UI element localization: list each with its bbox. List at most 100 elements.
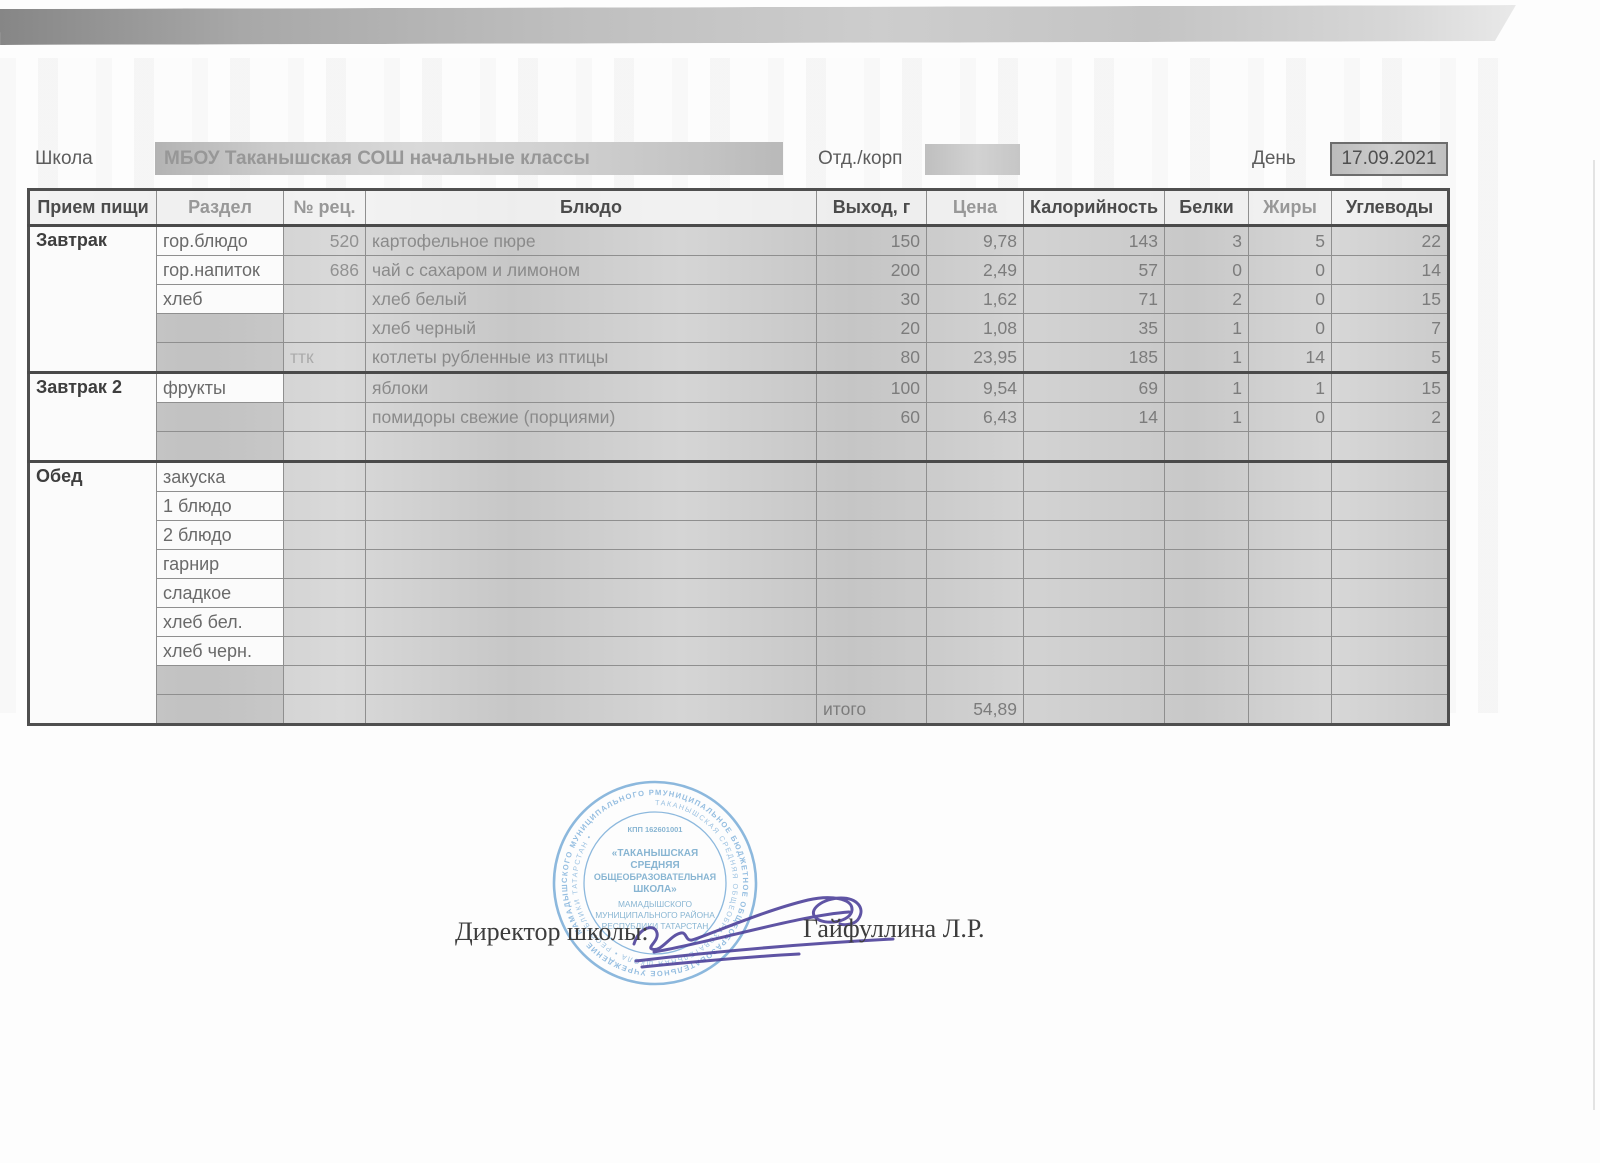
calories-cell: 35 — [1023, 313, 1165, 343]
protein-cell — [1164, 431, 1249, 462]
fat-cell — [1248, 665, 1332, 695]
output-cell — [816, 665, 927, 695]
price-cell — [926, 431, 1024, 462]
table-row: ттк котлеты рубленные из птицы 80 23,95 185 1… — [29, 342, 1449, 373]
carbs-cell — [1331, 431, 1449, 462]
dish-cell: котлеты рубленные из птицы — [365, 342, 817, 373]
dish-cell: хлеб черный — [365, 313, 817, 343]
calories-cell: 185 — [1023, 342, 1165, 373]
protein-cell — [1164, 520, 1249, 550]
fat-cell — [1248, 460, 1332, 492]
fat-cell — [1248, 549, 1332, 579]
table-row: гарнир — [29, 549, 1449, 579]
protein-cell — [1164, 694, 1249, 725]
scan-edge-line — [1593, 160, 1595, 1110]
col-protein: Белки — [1164, 189, 1249, 227]
recipe-cell — [283, 636, 366, 666]
calories-cell: 71 — [1023, 284, 1165, 314]
menu-table-body: Завтрак гор.блюдо 520 картофельное пюре 150 9… — [28, 225, 1449, 725]
director-name: Гайфуллина Л.Р. — [803, 914, 985, 943]
table-row — [29, 665, 1449, 695]
dept-label: Отд./корп — [818, 148, 903, 169]
calories-cell: 143 — [1023, 225, 1165, 256]
calories-cell — [1023, 460, 1165, 492]
price-cell — [926, 549, 1024, 579]
output-cell — [816, 520, 927, 550]
table-row: хлеб черн. — [29, 636, 1449, 666]
fat-cell: 0 — [1248, 255, 1332, 285]
carbs-cell — [1331, 460, 1449, 492]
table-row: Завтрак гор.блюдо 520 картофельное пюре 150 9… — [28, 225, 1449, 373]
calories-cell: 57 — [1023, 255, 1165, 285]
stamp-center-text: КПП 162601001 «ТАКАНЫШСКАЯ СРЕДНЯЯ ОБЩЕО… — [594, 825, 716, 931]
section-cell: фрукты — [156, 371, 284, 403]
carbs-cell: 15 — [1331, 284, 1449, 314]
day-label: День — [1252, 148, 1296, 169]
meal-cell: Завтрак 2 — [28, 371, 157, 462]
calories-cell — [1023, 431, 1165, 462]
section-cell — [156, 694, 284, 725]
price-cell: 1,08 — [926, 313, 1024, 343]
carbs-cell: 2 — [1331, 402, 1449, 432]
price-cell: 2,49 — [926, 255, 1024, 285]
director-label: Директор школы: — [455, 917, 649, 946]
carbs-cell — [1331, 607, 1449, 637]
carbs-cell — [1331, 491, 1449, 521]
section-cell: гарнир — [156, 549, 284, 579]
school-name-field: МБОУ Таканышская СОШ начальные классы — [155, 142, 783, 175]
calories-cell: 69 — [1023, 371, 1165, 403]
table-row: сладкое — [29, 578, 1449, 608]
meal-cell: Обед — [28, 460, 157, 725]
fat-cell: 0 — [1248, 284, 1332, 314]
price-cell — [926, 491, 1024, 521]
dish-cell — [365, 549, 817, 579]
recipe-cell — [283, 313, 366, 343]
svg-text:МУНИЦИПАЛЬНОГО РАЙОНА: МУНИЦИПАЛЬНОГО РАЙОНА — [595, 909, 715, 920]
table-row: хлеб хлеб белый 30 1,62 71 2 0 15 — [29, 284, 1449, 314]
recipe-cell — [283, 460, 366, 492]
dish-cell: картофельное пюре — [365, 225, 817, 256]
price-cell: 54,89 — [926, 694, 1024, 725]
protein-cell — [1164, 460, 1249, 492]
price-cell: 1,62 — [926, 284, 1024, 314]
carbs-cell: 15 — [1331, 371, 1449, 403]
output-cell: итого — [816, 694, 927, 725]
col-fat: Жиры — [1248, 189, 1332, 227]
output-cell — [816, 460, 927, 492]
fat-cell: 0 — [1248, 402, 1332, 432]
carbs-cell — [1331, 520, 1449, 550]
section-cell — [156, 402, 284, 432]
dish-cell — [365, 520, 817, 550]
col-output: Выход, г — [816, 189, 927, 227]
calories-cell — [1023, 520, 1165, 550]
output-cell — [816, 431, 927, 462]
calories-cell — [1023, 607, 1165, 637]
table-row: Завтрак 2 фрукты яблоки 100 9,54 69 1 1 15 — [28, 371, 1449, 462]
price-cell — [926, 636, 1024, 666]
recipe-cell — [283, 402, 366, 432]
table-row: помидоры свежие (порциями) 60 6,43 14 1 0 2 — [29, 402, 1449, 432]
svg-text:МАМАДЫШСКОГО: МАМАДЫШСКОГО — [618, 899, 693, 909]
fat-cell: 1 — [1248, 371, 1332, 403]
recipe-cell — [283, 549, 366, 579]
dish-cell — [365, 665, 817, 695]
recipe-cell: 686 — [283, 255, 366, 285]
fat-cell — [1248, 520, 1332, 550]
dish-cell: яблоки — [365, 371, 817, 403]
svg-text:ОБЩЕОБРАЗОВАТЕЛЬНАЯ: ОБЩЕОБРАЗОВАТЕЛЬНАЯ — [594, 872, 716, 882]
output-cell: 80 — [816, 342, 927, 373]
scanner-edge-artifact — [0, 5, 1516, 45]
price-cell: 23,95 — [926, 342, 1024, 373]
section-cell: 1 блюдо — [156, 491, 284, 521]
dish-cell — [365, 694, 817, 725]
col-carbs: Углеводы — [1331, 189, 1449, 227]
protein-cell — [1164, 578, 1249, 608]
fat-cell: 14 — [1248, 342, 1332, 373]
fat-cell: 0 — [1248, 313, 1332, 343]
output-cell — [816, 491, 927, 521]
table-row: гор.напиток 686 чай с сахаром и лимоном 200… — [29, 255, 1449, 285]
calories-cell: 14 — [1023, 402, 1165, 432]
dish-cell — [365, 491, 817, 521]
carbs-cell — [1331, 578, 1449, 608]
dish-cell — [365, 607, 817, 637]
